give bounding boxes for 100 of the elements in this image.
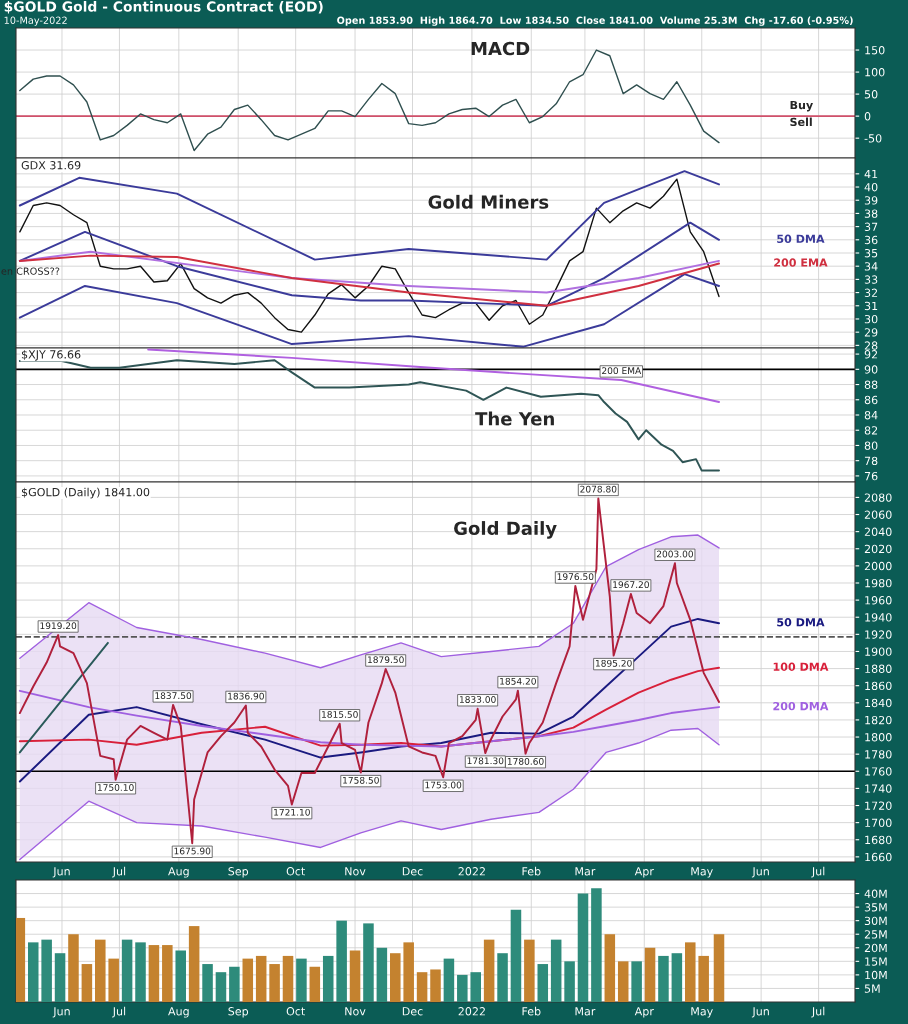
x-tick-label: Nov [345,867,366,876]
y-tick-label: 1860 [865,681,892,691]
annotation: 1854.20 [500,677,536,685]
text: 50 DMA [777,234,825,244]
bar [510,909,522,1002]
x-tick-label: Oct [286,867,306,876]
y-tick-label: 2080 [864,493,892,502]
bar [631,961,642,1002]
bar [322,955,334,1002]
bar [363,923,374,1002]
y-tick-label: 0 [864,112,871,121]
y-tick-label: 90 [864,365,878,374]
annotation: 1780.60 [507,757,544,765]
text: MACD [471,41,530,56]
line-series [18,617,720,783]
y-tick-label: 10M [865,970,887,980]
x-tick-label: Jun [52,867,70,878]
y-tick-label: 33 [864,275,878,284]
bar [457,974,468,1002]
y-tick-label: 2020 [864,544,892,554]
x-tick-label: Jun [751,1007,769,1018]
bar [376,947,388,1002]
annotation: $XJY 76.66 [21,350,81,361]
bar [95,939,106,1002]
y-tick-label: 1700 [865,818,892,828]
x-tick-label: Feb [522,866,541,876]
bar [443,958,455,1002]
text: The Yen [475,411,554,426]
y-tick-label: 29 [864,328,878,337]
bar [175,950,186,1002]
x-tick-label: Aug [168,1007,189,1018]
x-tick-label: Apr [634,867,654,878]
annotation: 1758.50 [343,776,379,784]
bar [296,958,307,1002]
y-tick-label: 76 [864,471,878,481]
x-tick-label: Mar [575,1007,596,1016]
bar [617,961,629,1002]
y-tick-label: 1900 [865,647,892,656]
bar [336,920,347,1002]
x-tick-label: Jul [811,866,825,878]
annotation: 1750.10 [97,784,134,791]
y-tick-label: 2060 [864,510,892,519]
y-tick-label: 25M [864,930,887,939]
annotation: 1753.00 [425,781,462,789]
y-tick-label: 41 [864,169,878,179]
bar [671,953,683,1002]
y-tick-label: 38 [864,209,878,218]
bar [255,955,267,1002]
bar [430,969,441,1002]
line-series [18,221,720,307]
y-tick-label: 78 [864,456,878,466]
bar [604,934,616,1002]
x-tick-label: Jul [811,1006,825,1018]
bar [713,934,725,1002]
y-tick-label: 36 [864,235,878,245]
text: 200 DMA [773,701,829,711]
y-tick-label: 92 [864,350,878,359]
annotation: Buy [790,100,813,112]
bar [550,939,562,1002]
annotation: 2078.80 [580,485,617,493]
y-tick-label: 35 [864,248,878,258]
x-tick-label: Dec [402,1007,423,1016]
y-tick-label: 34 [864,262,878,271]
y-tick-label: 2000 [864,561,892,571]
text: Gold Miners [428,194,549,209]
line-series [18,273,720,348]
text: 100 DMA [773,662,829,671]
x-tick-label: May [691,867,713,878]
y-tick-label: 15M [865,957,887,966]
x-tick-label: Oct [286,1007,306,1016]
annotation: 1919.20 [40,622,77,630]
x-tick-label: Sep [228,867,249,878]
line-series [19,727,720,861]
bar [41,939,52,1002]
line-series [18,254,720,307]
x-tick-label: 2022 [458,867,485,876]
text: Open 1853.90 High 1864.70 Low 1834.50 Close 1841.00 Volume 25.3M Chg -17.60 (-0.95%) [337,16,853,26]
annotation: 2003.00 [656,550,694,558]
y-tick-label: 50 [864,90,878,99]
x-tick-label: Jun [52,1007,70,1018]
y-tick-label: 1760 [865,767,892,776]
x-tick-label: Jul [112,866,126,878]
x-tick-label: Jun [751,867,769,878]
bar [202,964,213,1002]
y-tick-label: 1960 [865,596,892,605]
y-tick-label: 1720 [865,801,892,810]
y-tick-label: 37 [864,222,878,231]
y-tick-label: 40 [864,183,878,192]
bar [483,939,495,1002]
y-tick-label: 40M [864,889,887,898]
bar [269,964,280,1002]
y-tick-label: 1840 [865,698,892,708]
y-tick-label: 80 [864,441,878,450]
y-tick-label: 1920 [865,630,892,639]
x-tick-label: Dec [402,867,423,876]
annotation: 1967.20 [613,581,649,589]
x-tick-label: May [691,1007,713,1018]
bar [188,926,200,1002]
x-tick-label: Nov [345,1007,366,1016]
bar [537,964,549,1002]
